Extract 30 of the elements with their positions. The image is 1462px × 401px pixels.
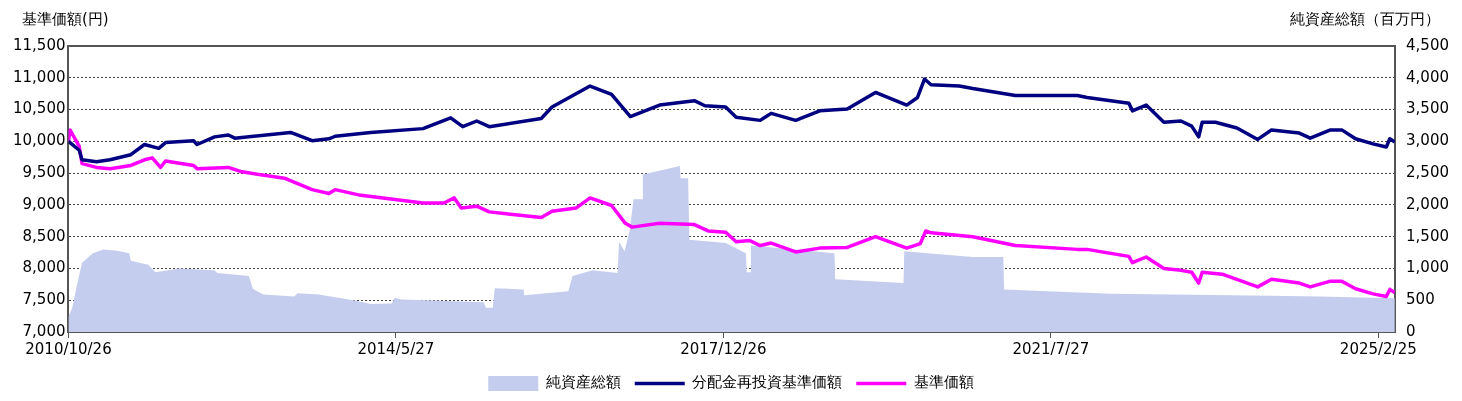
x-tick-label: 2017/12/26 — [680, 339, 767, 358]
y-tick-label: 10,500 — [12, 99, 66, 118]
y2-tick-label: 1,000 — [1406, 258, 1450, 277]
y2-axis-title: 純資産総額（百万円） — [1290, 10, 1440, 29]
legend-label: 分配金再投資基準価額 — [692, 373, 843, 392]
x-tick-label: 2014/5/27 — [357, 339, 435, 358]
y2-tick-label: 2,000 — [1406, 194, 1450, 213]
y-tick-label: 7,000 — [22, 321, 66, 340]
y2-tick-label: 500 — [1406, 290, 1435, 309]
y2-tick-label: 4,500 — [1406, 35, 1450, 54]
x-tick-label: 2021/7/27 — [1012, 339, 1090, 358]
y2-tick-label: 3,000 — [1406, 131, 1450, 150]
y-tick-label: 9,000 — [22, 194, 66, 213]
y2-tick-label: 4,000 — [1406, 67, 1450, 86]
y-tick-label: 11,500 — [12, 35, 66, 54]
y2-tick-label: 1,500 — [1406, 226, 1450, 245]
x-tick-label: 2025/2/25 — [1339, 339, 1417, 358]
x-tick-label: 2010/10/26 — [25, 339, 112, 358]
legend-label: 基準価額 — [913, 373, 974, 392]
y2-tick-label: 2,500 — [1406, 163, 1450, 181]
y2-tick-label: 3,500 — [1406, 99, 1450, 118]
legend-label: 純資産総額 — [545, 373, 621, 392]
y-axis-title: 基準価額(円) — [22, 10, 109, 29]
y-tick-label: 7,500 — [22, 290, 66, 309]
y-tick-label: 8,000 — [22, 258, 66, 277]
y-tick-label: 10,000 — [12, 131, 66, 150]
y-tick-label: 9,500 — [22, 163, 66, 181]
y-tick-label: 11,000 — [12, 67, 66, 86]
y-tick-label: 8,500 — [22, 226, 66, 245]
y2-tick-label: 0 — [1406, 321, 1416, 340]
